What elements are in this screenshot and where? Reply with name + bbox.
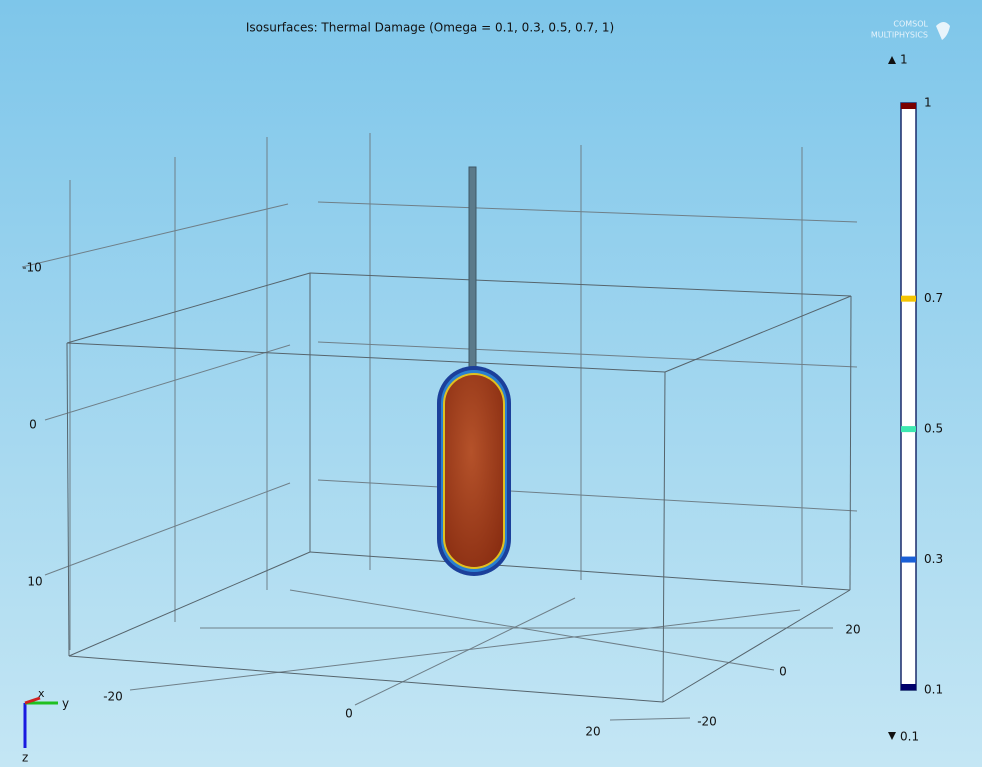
- colorbar-level: [901, 103, 916, 109]
- max-arrow: [888, 56, 896, 64]
- triad-label: z: [22, 751, 28, 765]
- colorbar-level: [901, 556, 916, 563]
- colorbar-level: [901, 426, 916, 433]
- axis-tick-label: 20: [845, 623, 860, 637]
- grid: [21, 133, 858, 721]
- axis-tick-label: 20: [585, 725, 600, 739]
- axis-triad: [23, 696, 58, 748]
- logo-icon: [936, 22, 950, 40]
- axis-tick-label: 0: [29, 418, 37, 432]
- colorbar-label: 0.5: [924, 422, 943, 436]
- logo-line: MULTIPHYSICS: [871, 31, 928, 40]
- triad-label: x: [38, 687, 45, 700]
- colorbar-max: 1: [900, 53, 908, 67]
- logo-line: COMSOL: [893, 20, 928, 29]
- colorbar-label: 0.3: [924, 552, 943, 566]
- colorbar-min: 0.1: [900, 730, 919, 744]
- colorbar-label: 0.7: [924, 291, 943, 305]
- plot-title: Isosurfaces: Thermal Damage (Omega = 0.1…: [246, 21, 614, 35]
- axis-tick-label: 0: [345, 707, 353, 721]
- axis-tick-label: -20: [697, 715, 717, 729]
- axis-tick-label: 0: [779, 665, 787, 679]
- axis-tick-label: -10: [22, 261, 42, 275]
- probe-shaft: [468, 166, 477, 373]
- colorbar-label: 1: [924, 96, 932, 110]
- axis-tick-label: 10: [27, 575, 42, 589]
- colorbar-frame: [900, 102, 917, 691]
- bounding-box: [66, 272, 852, 703]
- isosurface-core: [445, 375, 503, 567]
- min-arrow: [888, 732, 896, 740]
- triad-label: y: [62, 697, 69, 711]
- axis-tick-label: -20: [103, 690, 123, 704]
- colorbar-level: [901, 684, 916, 690]
- colorbar-label: 0.1: [924, 683, 943, 697]
- isosurfaces: [437, 366, 511, 576]
- colorbar-level: [901, 295, 916, 302]
